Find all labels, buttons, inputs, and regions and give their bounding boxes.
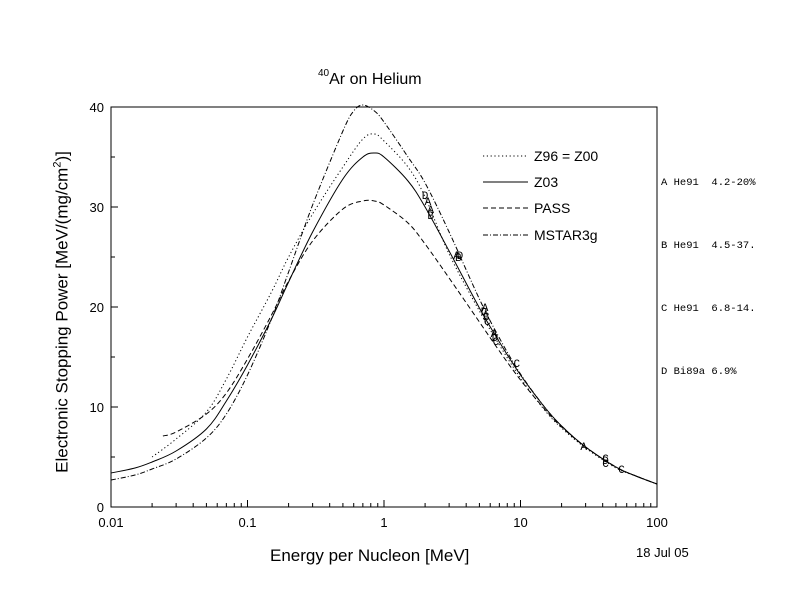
measurement-marker: A <box>491 329 498 341</box>
axis-ticks: 0.01 0.1 1 10 100 0 10 20 30 40 <box>90 100 668 530</box>
y-tick-label: 30 <box>90 200 104 215</box>
measurement-marker: D <box>492 333 499 345</box>
measurement-marker: D <box>481 307 488 319</box>
y-tick-label: 20 <box>90 300 104 315</box>
measurement-marker: A <box>482 303 489 315</box>
x-tick-label: 10 <box>513 515 527 530</box>
title-superscript: 40 <box>318 68 330 79</box>
measurement-marker: D <box>422 191 429 203</box>
series-line <box>151 133 658 485</box>
legend: Z96 = Z00 Z03 PASS MSTAR3g <box>483 148 598 243</box>
y-axis-label-text: Electronic Stopping Power [MeV/(mg/cm2)] <box>52 151 73 473</box>
x-tick-label: 0.1 <box>238 515 256 530</box>
title-text: Ar on Helium <box>329 71 422 88</box>
measurement-marker: D <box>602 456 609 468</box>
y-tick-label: 10 <box>90 400 104 415</box>
measurement-marker: C <box>602 459 609 471</box>
plot-frame <box>110 106 658 508</box>
ylabel-pre: Electronic Stopping Power [MeV/(mg/cm <box>52 167 72 473</box>
measurement-marker: A <box>580 442 587 454</box>
measurement-marker: C <box>514 359 521 371</box>
measurement-marker: A <box>453 251 460 263</box>
dataset-entry-c: C He91 6.8-14. <box>661 303 756 315</box>
x-axis-label: Energy per Nucleon [MeV] <box>270 546 470 565</box>
x-tick-label: 1 <box>380 515 387 530</box>
dataset-entry-b: B He91 4.5-37. <box>661 240 756 252</box>
measurement-marker: D <box>457 251 464 263</box>
y-tick-label: 0 <box>97 500 104 515</box>
measurement-marker: B <box>483 312 490 324</box>
measurement-marker: C <box>484 317 491 329</box>
measurement-marker: B <box>455 253 462 265</box>
measurement-marker: C <box>618 465 625 477</box>
legend-label: MSTAR3g <box>534 227 598 243</box>
x-tick-label: 100 <box>646 515 668 530</box>
date-label: 18 Jul 05 <box>636 545 689 560</box>
series-line <box>110 152 658 485</box>
ylabel-sup: 2 <box>51 161 64 168</box>
y-tick-label: 40 <box>90 100 104 115</box>
chart-title: 40Ar on Helium <box>318 68 422 89</box>
dataset-list: A He91 4.2-20% B He91 4.5-37. C He91 6.8… <box>661 131 756 404</box>
ylabel-post: )] <box>52 151 72 162</box>
series-line <box>162 199 658 485</box>
legend-label: Z96 = Z00 <box>534 148 598 164</box>
dataset-entry-d: D Bi89a 6.9% <box>661 366 737 378</box>
measurement-marker: A <box>425 197 432 209</box>
dataset-entry-a: A He91 4.2-20% <box>661 177 756 189</box>
measurement-marker: A <box>427 205 434 217</box>
legend-label: PASS <box>534 200 570 216</box>
measurement-marker: C <box>602 454 609 466</box>
series-line <box>110 104 658 485</box>
x-tick-label: 0.01 <box>98 515 123 530</box>
measurement-marker: C <box>493 337 500 349</box>
measurement-marker: B <box>427 211 434 223</box>
legend-label: Z03 <box>534 174 558 190</box>
curves <box>110 104 658 485</box>
